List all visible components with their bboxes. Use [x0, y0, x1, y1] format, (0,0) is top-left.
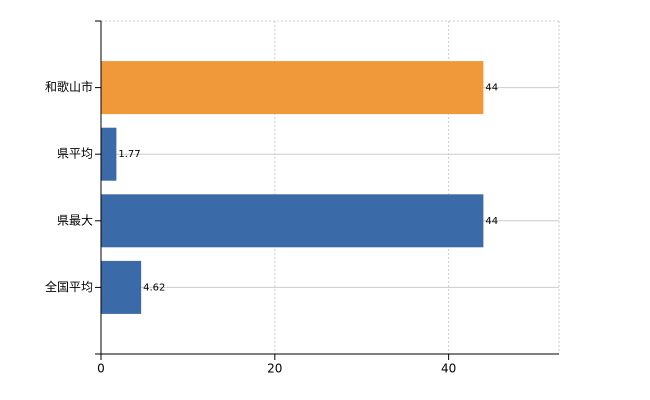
x-tick-label: 20 — [267, 362, 282, 376]
y-tick-label: 全国平均 — [45, 279, 93, 294]
value-label: 4.62 — [143, 282, 165, 293]
value-label: 44 — [485, 83, 498, 94]
y-tick-label: 県平均 — [57, 147, 93, 161]
y-tick-label: 和歌山市 — [45, 79, 93, 94]
bar — [101, 260, 142, 314]
value-label: 1.77 — [118, 149, 140, 160]
x-tick-label: 40 — [441, 362, 456, 376]
value-label: 44 — [485, 216, 498, 227]
bar — [101, 194, 484, 248]
x-tick-label: 0 — [97, 362, 105, 376]
y-tick-label: 県最大 — [57, 213, 93, 227]
bar — [101, 61, 484, 115]
bar — [101, 127, 117, 181]
